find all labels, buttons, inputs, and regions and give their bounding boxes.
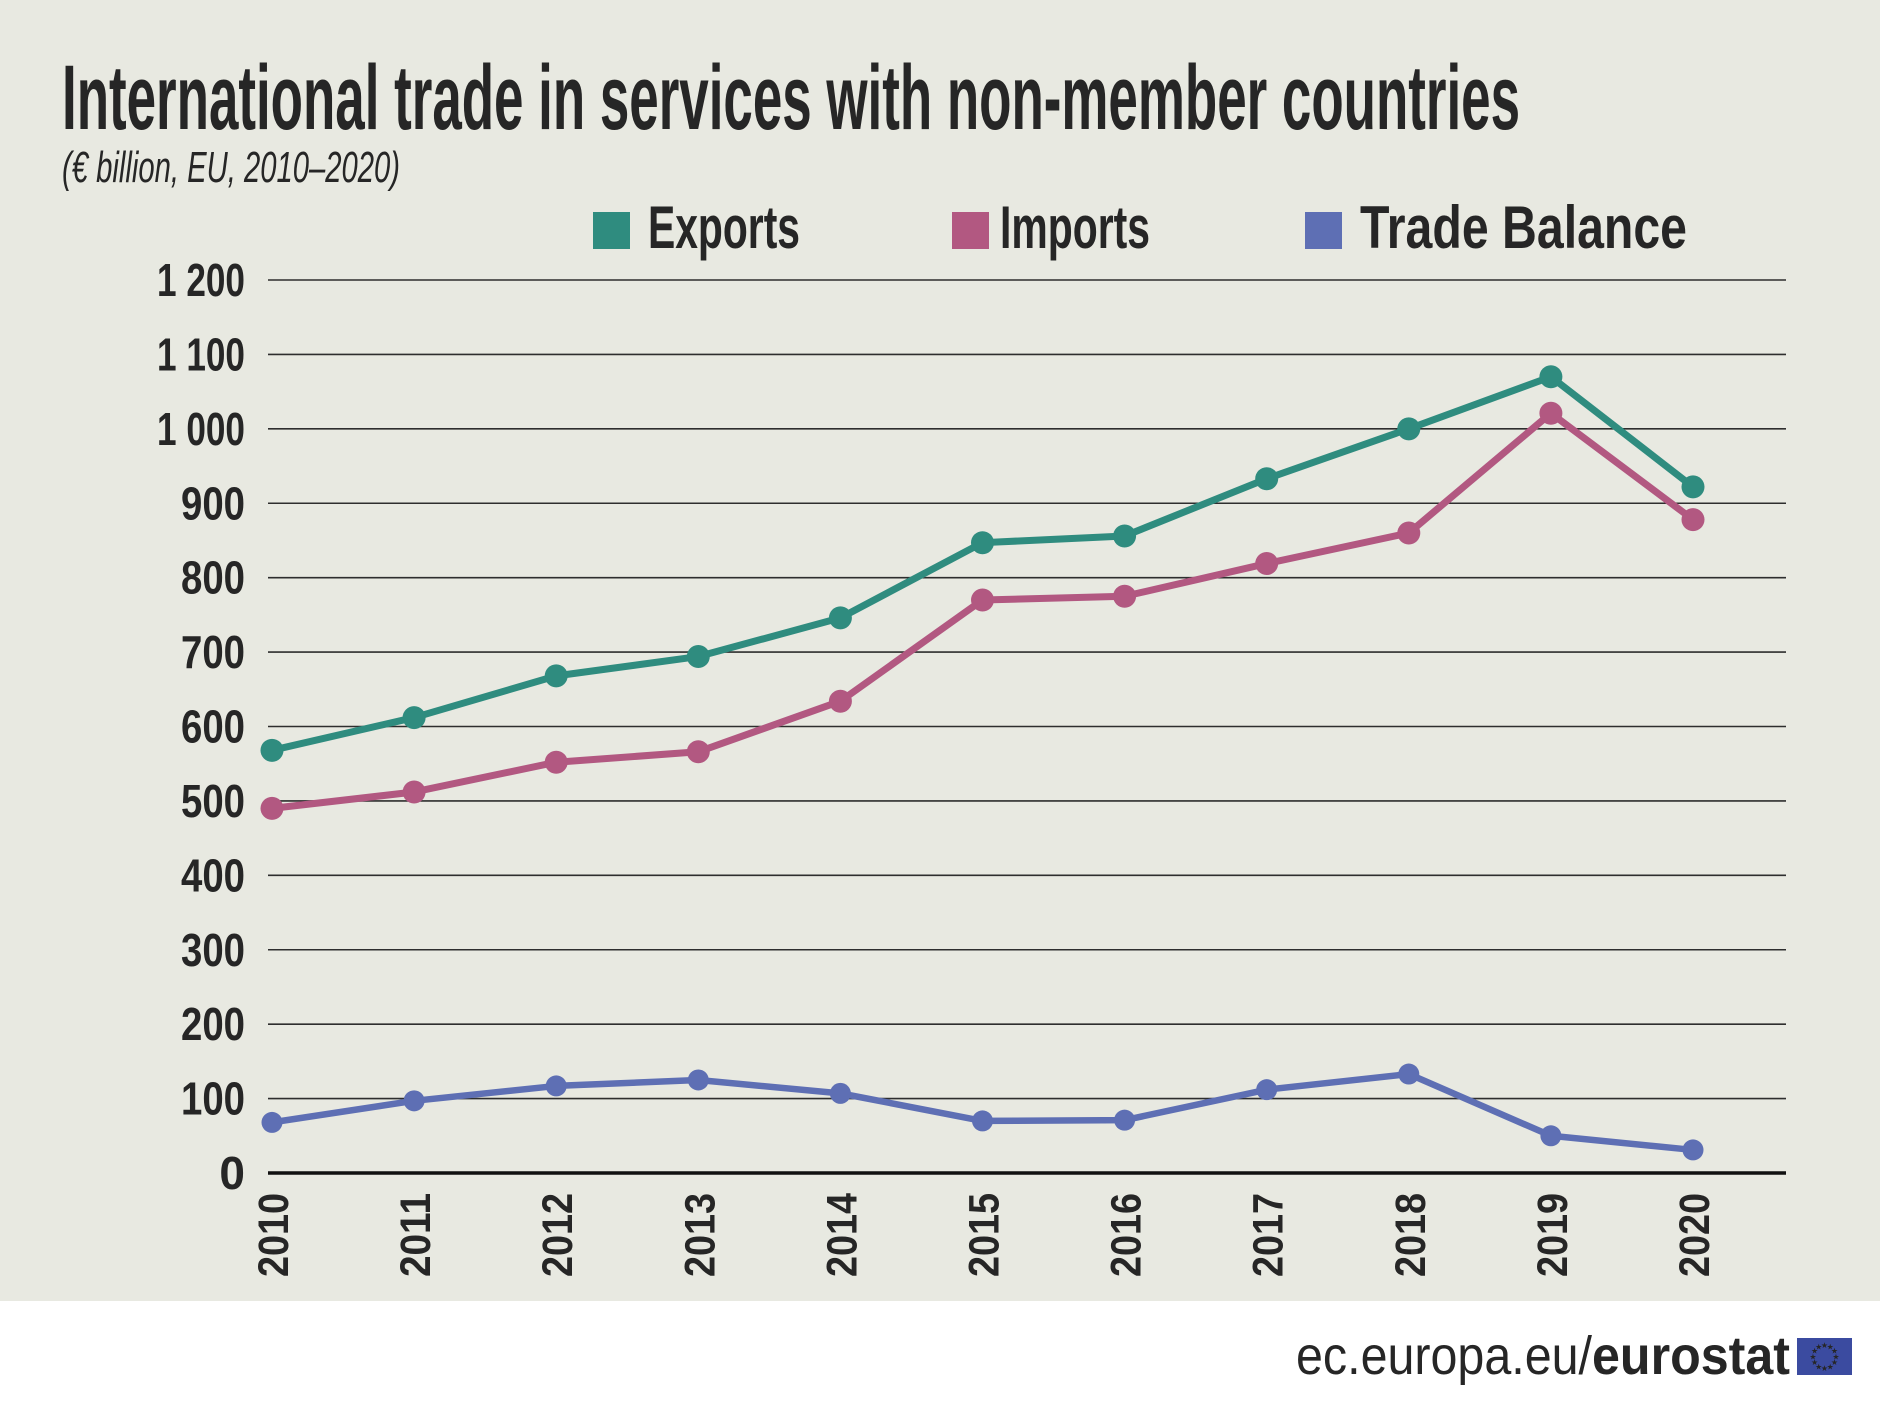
legend-swatch-exports [593, 212, 630, 249]
svg-text:500: 500 [181, 775, 245, 827]
svg-text:2012: 2012 [534, 1193, 582, 1277]
svg-text:★: ★ [1821, 1364, 1828, 1373]
data-point-trade_balance [1256, 1079, 1278, 1101]
data-point-exports [260, 738, 284, 762]
legend-swatch-imports [952, 212, 989, 249]
svg-text:600: 600 [181, 701, 245, 753]
data-point-imports [1255, 552, 1279, 576]
svg-text:★: ★ [1809, 1352, 1816, 1361]
page-subtitle: (€ billion, EU, 2010–2020) [62, 143, 400, 192]
data-point-trade_balance [261, 1111, 283, 1133]
data-point-trade_balance [687, 1069, 709, 1091]
page-title: International trade in services with non… [62, 47, 1520, 149]
svg-text:2010: 2010 [250, 1193, 298, 1277]
data-point-trade_balance [1540, 1125, 1562, 1147]
svg-text:2011: 2011 [392, 1193, 440, 1277]
data-point-imports [1681, 508, 1705, 532]
legend-label-imports: Imports [1000, 194, 1150, 261]
data-point-imports [686, 740, 710, 764]
svg-text:300: 300 [181, 924, 245, 976]
data-point-trade_balance [972, 1110, 993, 1132]
svg-text:★: ★ [1811, 1347, 1818, 1356]
footer-url-bold: eurostat [1592, 1326, 1790, 1386]
data-point-exports [1397, 417, 1421, 441]
data-point-trade_balance [829, 1082, 851, 1104]
svg-text:700: 700 [181, 626, 245, 678]
data-point-exports [1113, 524, 1137, 548]
data-point-trade_balance [1114, 1109, 1136, 1131]
data-point-imports [971, 588, 994, 612]
svg-text:★: ★ [1815, 1342, 1822, 1351]
data-point-exports [544, 664, 568, 688]
y-axis-labels: 0 100 200 300 400 500 600 700 800 900 1 000 1 100 1 … [157, 254, 245, 1199]
legend-label-trade-balance: Trade Balance [1360, 194, 1687, 261]
svg-text:900: 900 [181, 477, 245, 529]
data-point-imports [1539, 401, 1563, 425]
svg-text:★: ★ [1821, 1341, 1828, 1350]
legend: Exports Imports Trade Balance [593, 194, 1687, 261]
footer-band [0, 1301, 1880, 1403]
data-point-imports [260, 796, 284, 820]
svg-text:2017: 2017 [1245, 1193, 1293, 1277]
data-point-trade_balance [1682, 1139, 1704, 1161]
data-point-exports [971, 531, 994, 555]
svg-text:★: ★ [1831, 1347, 1838, 1356]
data-point-exports [1255, 467, 1279, 491]
data-point-exports [828, 606, 852, 630]
svg-text:★: ★ [1811, 1358, 1818, 1367]
legend-swatch-trade-balance [1305, 212, 1342, 249]
svg-text:2016: 2016 [1103, 1193, 1151, 1277]
svg-text:1 200: 1 200 [157, 254, 245, 306]
svg-text:2015: 2015 [961, 1193, 1009, 1277]
svg-text:★: ★ [1827, 1342, 1834, 1351]
svg-text:0: 0 [219, 1147, 245, 1199]
svg-text:2013: 2013 [676, 1193, 724, 1277]
data-point-imports [1113, 584, 1137, 608]
data-point-imports [828, 689, 852, 713]
data-point-trade_balance [1398, 1063, 1420, 1085]
svg-text:2020: 2020 [1671, 1193, 1719, 1277]
chart-background [0, 0, 1880, 1301]
data-point-imports [402, 780, 426, 804]
svg-text:100: 100 [181, 1073, 245, 1125]
footer: ec.europa.eu/ eurostat ★★★★★★★★★★★★ [1296, 1326, 1852, 1386]
x-axis-labels: 2010 2011 2012 2013 2014 2015 2016 2017 2018 2019… [250, 1193, 1719, 1277]
data-point-trade_balance [545, 1075, 567, 1097]
svg-text:★: ★ [1832, 1352, 1839, 1361]
svg-text:★: ★ [1827, 1362, 1834, 1371]
data-point-imports [1397, 521, 1421, 545]
data-point-imports [544, 750, 568, 774]
data-point-trade_balance [403, 1090, 425, 1112]
svg-text:★: ★ [1815, 1362, 1822, 1371]
data-point-exports [1681, 475, 1705, 499]
eu-flag-icon: ★★★★★★★★★★★★ [1797, 1338, 1852, 1375]
svg-text:1 100: 1 100 [157, 328, 245, 380]
eu-flag-field [1797, 1338, 1852, 1375]
legend-label-exports: Exports [648, 194, 800, 261]
gridlines [268, 279, 1786, 1175]
svg-text:1 000: 1 000 [157, 403, 245, 455]
svg-text:800: 800 [181, 552, 245, 604]
svg-text:★: ★ [1831, 1358, 1838, 1367]
svg-text:2018: 2018 [1387, 1193, 1435, 1277]
svg-text:200: 200 [181, 998, 245, 1050]
eu-flag-stars: ★★★★★★★★★★★★ [1809, 1341, 1839, 1373]
data-point-exports [402, 706, 426, 730]
data-series [260, 365, 1705, 1161]
data-point-exports [686, 645, 710, 669]
svg-text:400: 400 [181, 849, 245, 901]
footer-url-regular: ec.europa.eu/ [1296, 1326, 1592, 1386]
data-point-exports [1539, 365, 1563, 389]
svg-text:2019: 2019 [1529, 1193, 1577, 1277]
svg-text:2014: 2014 [818, 1193, 866, 1277]
